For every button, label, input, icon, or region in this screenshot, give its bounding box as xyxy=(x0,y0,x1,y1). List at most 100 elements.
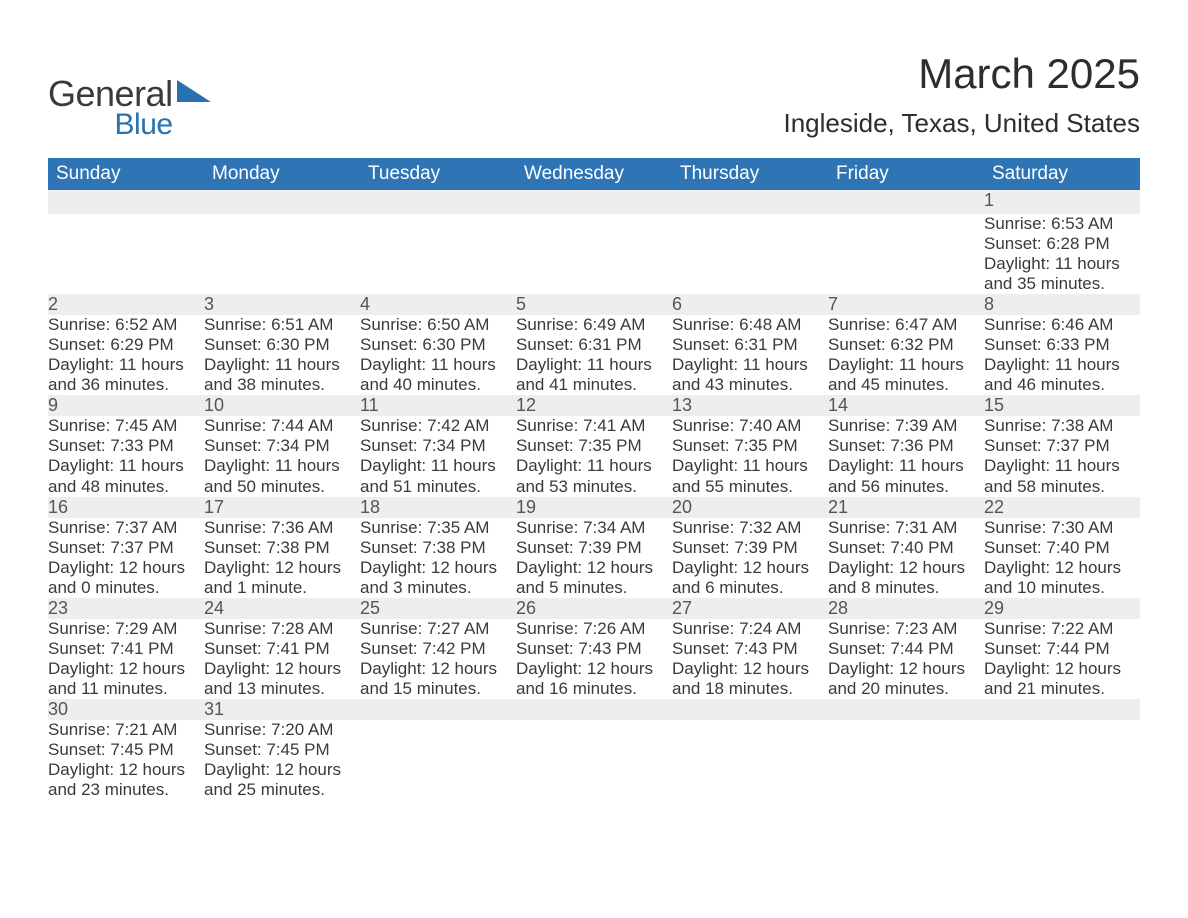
sunset-text: Sunset: 7:33 PM xyxy=(48,436,204,456)
day-number: 21 xyxy=(828,497,984,518)
day-cell: Sunrise: 7:36 AMSunset: 7:38 PMDaylight:… xyxy=(204,518,360,598)
day-cell: Sunrise: 7:29 AMSunset: 7:41 PMDaylight:… xyxy=(48,619,204,699)
day-number: 9 xyxy=(48,395,204,416)
sunrise-text: Sunrise: 7:45 AM xyxy=(48,416,204,436)
day-cell: Sunrise: 7:20 AMSunset: 7:45 PMDaylight:… xyxy=(204,720,360,800)
calendar-page: General Blue March 2025 Ingleside, Texas… xyxy=(0,0,1188,918)
empty-day-cell xyxy=(516,720,672,800)
logo: General Blue xyxy=(48,76,211,140)
sunset-text: Sunset: 7:40 PM xyxy=(828,538,984,558)
day-cell: Sunrise: 7:45 AMSunset: 7:33 PMDaylight:… xyxy=(48,416,204,496)
month-title: March 2025 xyxy=(783,50,1140,98)
daylight-text: Daylight: 12 hours and 21 minutes. xyxy=(984,659,1140,699)
sunset-text: Sunset: 7:42 PM xyxy=(360,639,516,659)
sunrise-text: Sunrise: 7:27 AM xyxy=(360,619,516,639)
empty-day-number xyxy=(204,190,360,214)
day-cell: Sunrise: 7:27 AMSunset: 7:42 PMDaylight:… xyxy=(360,619,516,699)
daylight-text: Daylight: 12 hours and 10 minutes. xyxy=(984,558,1140,598)
sunset-text: Sunset: 6:28 PM xyxy=(984,234,1140,254)
sunrise-text: Sunrise: 7:28 AM xyxy=(204,619,360,639)
day-number: 31 xyxy=(204,699,360,720)
calendar-header: SundayMondayTuesdayWednesdayThursdayFrid… xyxy=(48,158,1140,190)
daylight-text: Daylight: 11 hours and 50 minutes. xyxy=(204,456,360,496)
day-cell: Sunrise: 7:34 AMSunset: 7:39 PMDaylight:… xyxy=(516,518,672,598)
day-number: 16 xyxy=(48,497,204,518)
empty-day-number xyxy=(48,190,204,214)
daylight-text: Daylight: 11 hours and 35 minutes. xyxy=(984,254,1140,294)
empty-day-cell xyxy=(360,214,516,294)
sunrise-text: Sunrise: 6:50 AM xyxy=(360,315,516,335)
sunrise-text: Sunrise: 6:46 AM xyxy=(984,315,1140,335)
day-of-week-header: Monday xyxy=(204,158,360,190)
day-number: 3 xyxy=(204,294,360,315)
day-number: 23 xyxy=(48,598,204,619)
week-number-row: 2345678 xyxy=(48,294,1140,315)
day-number: 5 xyxy=(516,294,672,315)
day-cell: Sunrise: 6:48 AMSunset: 6:31 PMDaylight:… xyxy=(672,315,828,395)
sunset-text: Sunset: 7:37 PM xyxy=(48,538,204,558)
empty-day-number xyxy=(516,699,672,720)
sunrise-text: Sunrise: 7:29 AM xyxy=(48,619,204,639)
empty-day-number xyxy=(360,699,516,720)
sunrise-text: Sunrise: 7:31 AM xyxy=(828,518,984,538)
daylight-text: Daylight: 12 hours and 11 minutes. xyxy=(48,659,204,699)
day-cell: Sunrise: 7:37 AMSunset: 7:37 PMDaylight:… xyxy=(48,518,204,598)
empty-day-cell xyxy=(204,214,360,294)
triangle-icon xyxy=(177,80,211,107)
sunset-text: Sunset: 6:32 PM xyxy=(828,335,984,355)
daylight-text: Daylight: 11 hours and 41 minutes. xyxy=(516,355,672,395)
sunset-text: Sunset: 6:30 PM xyxy=(360,335,516,355)
day-cell: Sunrise: 7:21 AMSunset: 7:45 PMDaylight:… xyxy=(48,720,204,800)
empty-day-number xyxy=(828,699,984,720)
sunrise-text: Sunrise: 6:53 AM xyxy=(984,214,1140,234)
day-cell: Sunrise: 7:28 AMSunset: 7:41 PMDaylight:… xyxy=(204,619,360,699)
day-cell: Sunrise: 6:49 AMSunset: 6:31 PMDaylight:… xyxy=(516,315,672,395)
day-number: 19 xyxy=(516,497,672,518)
sunrise-text: Sunrise: 7:36 AM xyxy=(204,518,360,538)
sunset-text: Sunset: 7:35 PM xyxy=(672,436,828,456)
daylight-text: Daylight: 11 hours and 48 minutes. xyxy=(48,456,204,496)
day-cell: Sunrise: 7:39 AMSunset: 7:36 PMDaylight:… xyxy=(828,416,984,496)
week-number-row: 16171819202122 xyxy=(48,497,1140,518)
sunrise-text: Sunrise: 7:41 AM xyxy=(516,416,672,436)
sunset-text: Sunset: 7:38 PM xyxy=(204,538,360,558)
sunrise-text: Sunrise: 7:44 AM xyxy=(204,416,360,436)
sunrise-text: Sunrise: 7:26 AM xyxy=(516,619,672,639)
day-cell: Sunrise: 7:31 AMSunset: 7:40 PMDaylight:… xyxy=(828,518,984,598)
day-cell: Sunrise: 7:40 AMSunset: 7:35 PMDaylight:… xyxy=(672,416,828,496)
sunset-text: Sunset: 7:44 PM xyxy=(828,639,984,659)
sunrise-text: Sunrise: 7:22 AM xyxy=(984,619,1140,639)
day-number: 1 xyxy=(984,190,1140,214)
sunrise-text: Sunrise: 7:21 AM xyxy=(48,720,204,740)
daylight-text: Daylight: 11 hours and 38 minutes. xyxy=(204,355,360,395)
day-number: 7 xyxy=(828,294,984,315)
sunrise-text: Sunrise: 7:38 AM xyxy=(984,416,1140,436)
day-cell: Sunrise: 7:30 AMSunset: 7:40 PMDaylight:… xyxy=(984,518,1140,598)
calendar-table: SundayMondayTuesdayWednesdayThursdayFrid… xyxy=(48,158,1140,800)
sunrise-text: Sunrise: 6:49 AM xyxy=(516,315,672,335)
daylight-text: Daylight: 12 hours and 20 minutes. xyxy=(828,659,984,699)
daylight-text: Daylight: 11 hours and 58 minutes. xyxy=(984,456,1140,496)
day-cell: Sunrise: 7:26 AMSunset: 7:43 PMDaylight:… xyxy=(516,619,672,699)
daylight-text: Daylight: 12 hours and 15 minutes. xyxy=(360,659,516,699)
logo-text: General Blue xyxy=(48,76,173,140)
day-number: 29 xyxy=(984,598,1140,619)
daylight-text: Daylight: 12 hours and 23 minutes. xyxy=(48,760,204,800)
daylight-text: Daylight: 11 hours and 51 minutes. xyxy=(360,456,516,496)
day-number: 30 xyxy=(48,699,204,720)
sunrise-text: Sunrise: 7:35 AM xyxy=(360,518,516,538)
sunrise-text: Sunrise: 7:30 AM xyxy=(984,518,1140,538)
sunrise-text: Sunrise: 6:47 AM xyxy=(828,315,984,335)
sunrise-text: Sunrise: 6:51 AM xyxy=(204,315,360,335)
day-of-week-header: Tuesday xyxy=(360,158,516,190)
sunset-text: Sunset: 7:45 PM xyxy=(204,740,360,760)
sunset-text: Sunset: 7:37 PM xyxy=(984,436,1140,456)
empty-day-cell xyxy=(516,214,672,294)
day-cell: Sunrise: 7:44 AMSunset: 7:34 PMDaylight:… xyxy=(204,416,360,496)
logo-word-2: Blue xyxy=(48,110,173,140)
week-number-row: 1 xyxy=(48,190,1140,214)
week-body-row: Sunrise: 7:29 AMSunset: 7:41 PMDaylight:… xyxy=(48,619,1140,699)
day-cell: Sunrise: 6:52 AMSunset: 6:29 PMDaylight:… xyxy=(48,315,204,395)
empty-day-cell xyxy=(672,720,828,800)
sunrise-text: Sunrise: 7:32 AM xyxy=(672,518,828,538)
